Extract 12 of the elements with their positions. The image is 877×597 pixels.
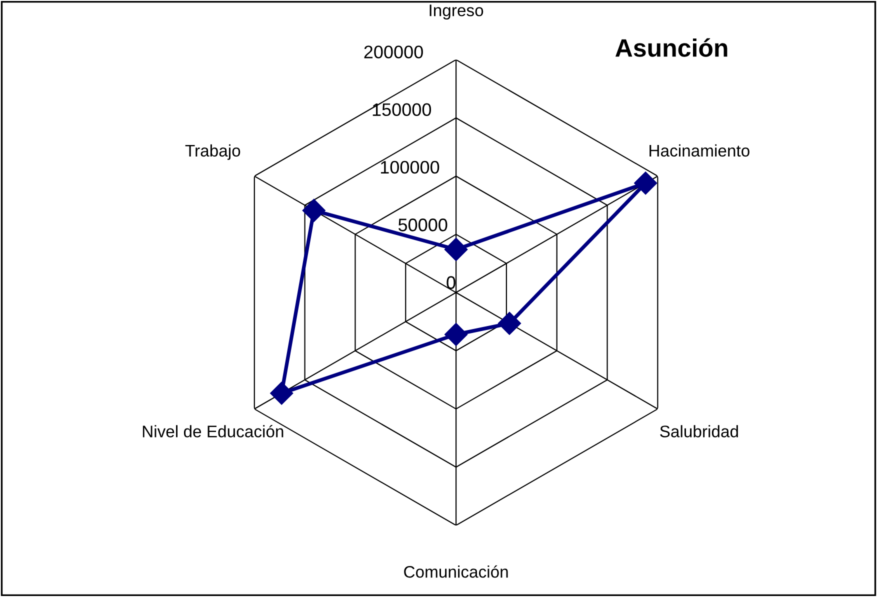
text: Asunción: [615, 38, 728, 57]
y-tick-label: 100000: [380, 160, 440, 174]
spoke-label: Ingreso: [430, 4, 484, 20]
y-tick-label: 200000: [364, 46, 423, 58]
y-tick-label: 150000: [372, 103, 432, 116]
spoke-label: Hacinamiento: [650, 144, 750, 157]
spoke-label: Comunicación: [404, 565, 508, 578]
y-tick-label: 0: [446, 276, 456, 289]
spoke-label: Nivel de Educación: [142, 424, 284, 438]
y-tick-label: 50000: [398, 218, 448, 232]
spoke-label: Salubridad: [660, 425, 738, 438]
spoke-label: Trabajo: [185, 144, 240, 160]
